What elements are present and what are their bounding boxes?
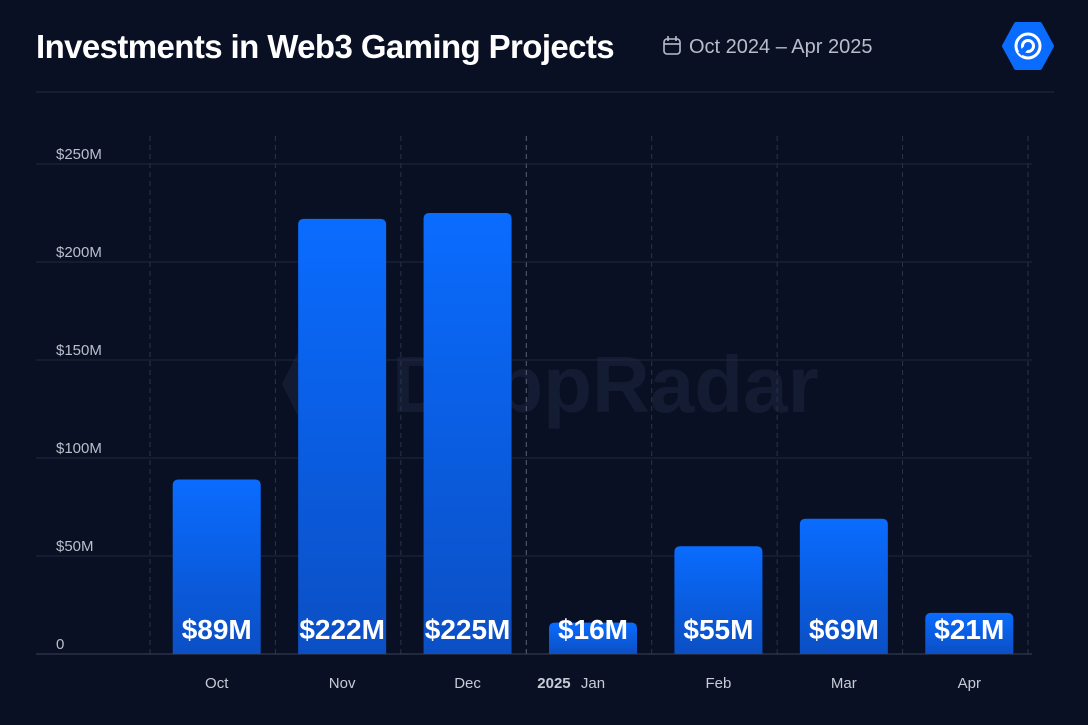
value-label: $225M (425, 614, 511, 645)
value-label: $69M (809, 614, 879, 645)
logo (1002, 22, 1054, 70)
x-tick-label: Dec (454, 675, 481, 692)
x-tick-label: Mar (831, 675, 857, 692)
value-label: $16M (558, 614, 628, 645)
calendar-icon (663, 36, 681, 55)
value-label: $89M (182, 614, 252, 645)
x-tick-label: Jan (581, 675, 605, 692)
y-tick-label: $200M (56, 244, 102, 261)
value-label: $21M (934, 614, 1004, 645)
bar (423, 213, 512, 654)
y-tick-label: $50M (56, 538, 94, 555)
bar (799, 518, 888, 654)
bar (674, 546, 763, 654)
y-tick-label: $100M (56, 440, 102, 457)
bar (172, 479, 261, 654)
value-label: $222M (299, 614, 385, 645)
chart-subtitle: Oct 2024 – Apr 2025 (689, 36, 872, 58)
x-tick-label: Apr (958, 675, 981, 692)
bar (298, 218, 387, 654)
bar (925, 612, 1014, 654)
y-tick-label: $250M (56, 146, 102, 163)
year-marker: 2025 (537, 675, 570, 692)
y-tick-label: 0 (56, 636, 64, 653)
bar (549, 622, 637, 654)
x-tick-label: Nov (329, 675, 356, 692)
x-tick-label: Feb (705, 675, 731, 692)
chart-title: Investments in Web3 Gaming Projects (36, 28, 614, 65)
x-tick-label: Oct (205, 675, 229, 692)
y-tick-label: $150M (56, 342, 102, 359)
value-label: $55M (683, 614, 753, 645)
